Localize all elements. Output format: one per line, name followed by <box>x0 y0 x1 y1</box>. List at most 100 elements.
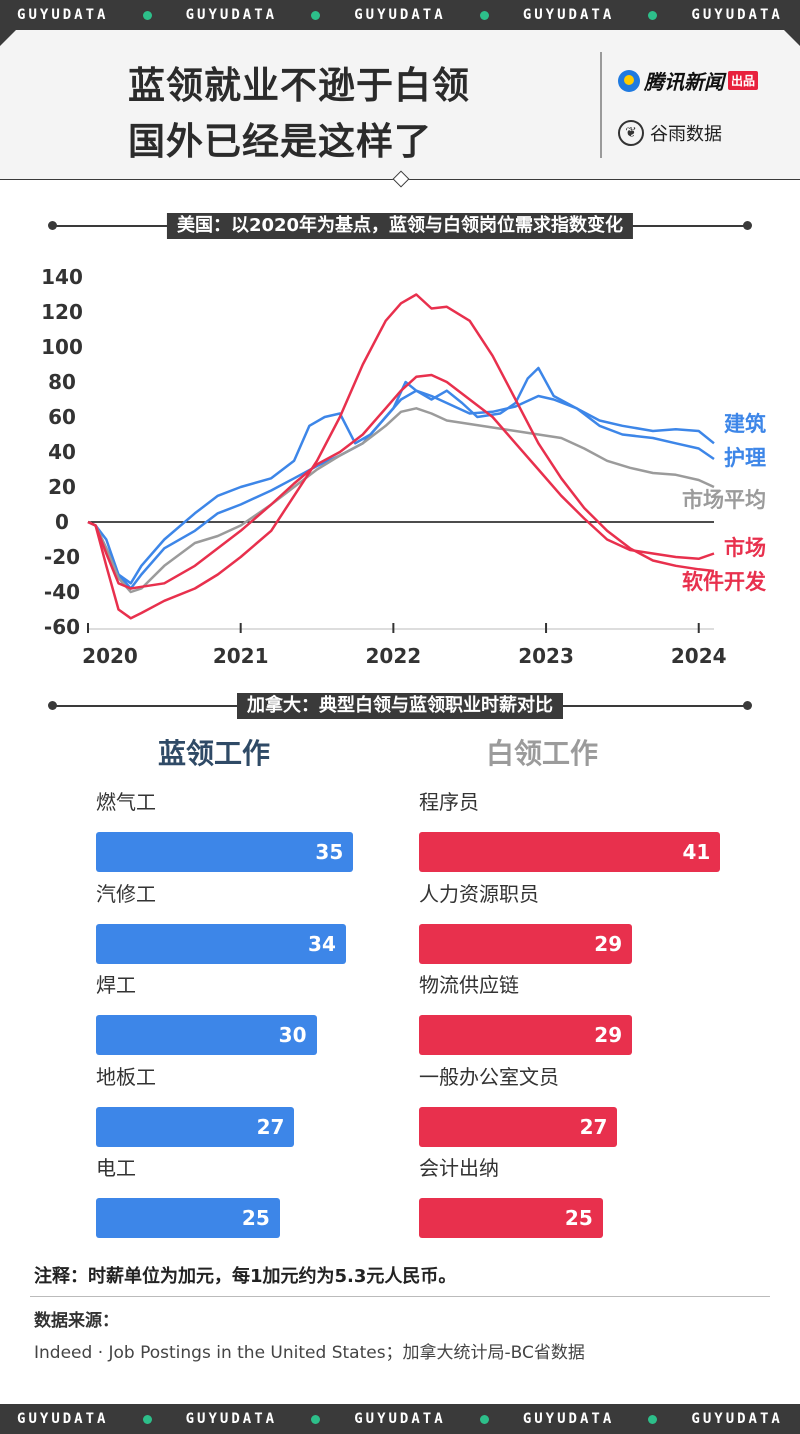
section-canada-header: 加拿大：典型白领与蓝领职业时薪对比 <box>48 693 752 719</box>
bar: 25 <box>96 1198 280 1238</box>
bar-category-label: 电工 <box>96 1156 136 1180</box>
title-line-1: 蓝领就业不逊于白领 <box>128 64 470 107</box>
rule-end-dot <box>48 701 57 710</box>
tencent-news-logo: 腾讯新闻 出品 <box>618 66 759 95</box>
leaf-icon: ❦ <box>618 120 644 146</box>
y-tick-label: -60 <box>44 615 80 639</box>
corner-decoration <box>784 30 800 46</box>
guyu-data-logo: ❦ 谷雨数据 <box>618 120 722 146</box>
section-us-title: 美国：以2020年为基点，蓝领与白领岗位需求指数变化 <box>166 213 634 239</box>
series-line <box>87 373 715 590</box>
banner-word: GUYUDATA <box>185 1411 278 1427</box>
series-label: 软件开发 <box>682 570 767 594</box>
bar-value-label: 25 <box>241 1206 270 1230</box>
source-text: Indeed · Job Postings in the United Stat… <box>34 1343 585 1363</box>
bar: 29 <box>419 1015 633 1055</box>
footnote: 注释：时薪单位为加元，每1加元约为5.3元人民币。 <box>34 1266 457 1287</box>
banner-dot <box>479 1414 489 1424</box>
bar-value-label: 35 <box>315 840 344 864</box>
bar-value-label: 25 <box>564 1206 593 1230</box>
banner-dot <box>311 1414 321 1424</box>
title-line-2: 国外已经是这样了 <box>128 120 432 163</box>
banner-word: GUYUDATA <box>691 7 783 23</box>
y-tick-label: 60 <box>48 405 76 429</box>
bar-value-label: 34 <box>308 931 336 956</box>
top-banner: GUYUDATA GUYUDATA GUYUDATA GUYUDATA GUYU… <box>0 0 800 30</box>
tencent-news-tag: 出品 <box>728 71 759 90</box>
bar: 27 <box>419 1106 618 1147</box>
series-label: 护理 <box>724 446 766 470</box>
x-tick-label: 2020 <box>82 644 138 668</box>
header-panel <box>0 30 800 180</box>
bar-row: 汽修工 34 <box>96 879 346 964</box>
x-tick-label: 2024 <box>671 644 727 668</box>
x-tick-label: 2023 <box>518 644 574 668</box>
white-collar-title: 白领工作 <box>486 737 599 770</box>
banner-word: GUYUDATA <box>691 1411 783 1427</box>
guyu-data-name: 谷雨数据 <box>650 124 722 145</box>
section-canada-title: 加拿大：典型白领与蓝领职业时薪对比 <box>237 693 563 719</box>
bar: 34 <box>96 923 346 964</box>
tencent-news-name: 腾讯新闻 <box>644 70 724 94</box>
bar-value-label: 27 <box>256 1114 285 1139</box>
rule-end-dot <box>743 221 752 230</box>
bar-category-label: 汽修工 <box>96 881 156 906</box>
y-tick-label: -40 <box>44 580 80 604</box>
bar-category-label: 地板工 <box>96 1064 156 1089</box>
x-tick-label: 2021 <box>213 644 269 668</box>
bar: 35 <box>96 832 354 872</box>
series-line <box>87 389 715 590</box>
x-tick-label: 2022 <box>366 644 422 668</box>
bar-row: 燃气工 35 <box>96 787 354 872</box>
banner-dot <box>142 10 152 20</box>
header-divider <box>600 52 602 158</box>
series-line <box>87 407 715 594</box>
bar-row: 人力资源职员 29 <box>419 879 633 964</box>
banner-word: GUYUDATA <box>522 1411 615 1427</box>
y-tick-label: 40 <box>48 440 76 464</box>
banner-word: GUYUDATA <box>17 1411 109 1427</box>
y-tick-label: 100 <box>41 335 83 359</box>
banner-word: GUYUDATA <box>354 7 446 23</box>
bar-category-label: 人力资源职员 <box>419 881 539 906</box>
y-tick-label: -20 <box>44 545 80 569</box>
bar-value-label: 30 <box>278 1023 307 1047</box>
y-tick-label: 120 <box>41 300 83 324</box>
banner-dot <box>648 10 658 20</box>
bar-category-label: 燃气工 <box>96 790 156 814</box>
bar-row: 一般办公室文员 27 <box>419 1062 618 1147</box>
bar: 30 <box>96 1015 317 1055</box>
bar: 27 <box>96 1106 295 1147</box>
tencent-news-icon <box>618 69 640 92</box>
bar-category-label: 物流供应链 <box>419 973 519 997</box>
bar-row: 物流供应链 29 <box>419 970 633 1055</box>
page-title: 蓝领就业不逊于白领 国外已经是这样了 <box>128 58 470 170</box>
series-label: 建筑 <box>724 412 766 436</box>
y-tick-label: 20 <box>48 475 76 499</box>
bar-value-label: 29 <box>594 1023 623 1047</box>
banner-dot <box>479 10 489 20</box>
bar-category-label: 一般办公室文员 <box>419 1064 559 1089</box>
source-divider <box>30 1296 770 1297</box>
y-tick-label: 140 <box>41 265 83 289</box>
banner-word: GUYUDATA <box>17 7 109 23</box>
bar: 25 <box>419 1198 603 1238</box>
bottom-banner: GUYUDATA GUYUDATA GUYUDATA GUYUDATA GUYU… <box>0 1404 800 1434</box>
banner-dot <box>648 1414 658 1424</box>
bar-category-label: 会计出纳 <box>419 1156 499 1180</box>
y-tick-label: 0 <box>55 510 69 534</box>
banner-word: GUYUDATA <box>354 1411 446 1427</box>
y-tick-label: 80 <box>48 370 76 394</box>
bar-row: 会计出纳 25 <box>419 1153 603 1238</box>
bar-row: 电工 25 <box>96 1153 280 1238</box>
series-line <box>87 293 715 620</box>
bar-category-label: 程序员 <box>419 790 479 814</box>
banner-word: GUYUDATA <box>185 7 278 23</box>
bar: 29 <box>419 923 633 964</box>
source-title: 数据来源： <box>34 1311 119 1331</box>
series-label: 市场 <box>724 536 766 560</box>
banner-dot <box>142 1414 152 1424</box>
bar-row: 焊工 30 <box>96 970 317 1055</box>
rule-end-dot <box>743 701 752 710</box>
